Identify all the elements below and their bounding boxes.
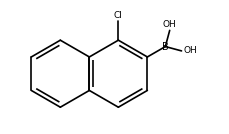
Text: B: B bbox=[161, 42, 168, 52]
Text: OH: OH bbox=[183, 46, 196, 55]
Text: Cl: Cl bbox=[113, 11, 122, 20]
Text: OH: OH bbox=[162, 20, 176, 29]
